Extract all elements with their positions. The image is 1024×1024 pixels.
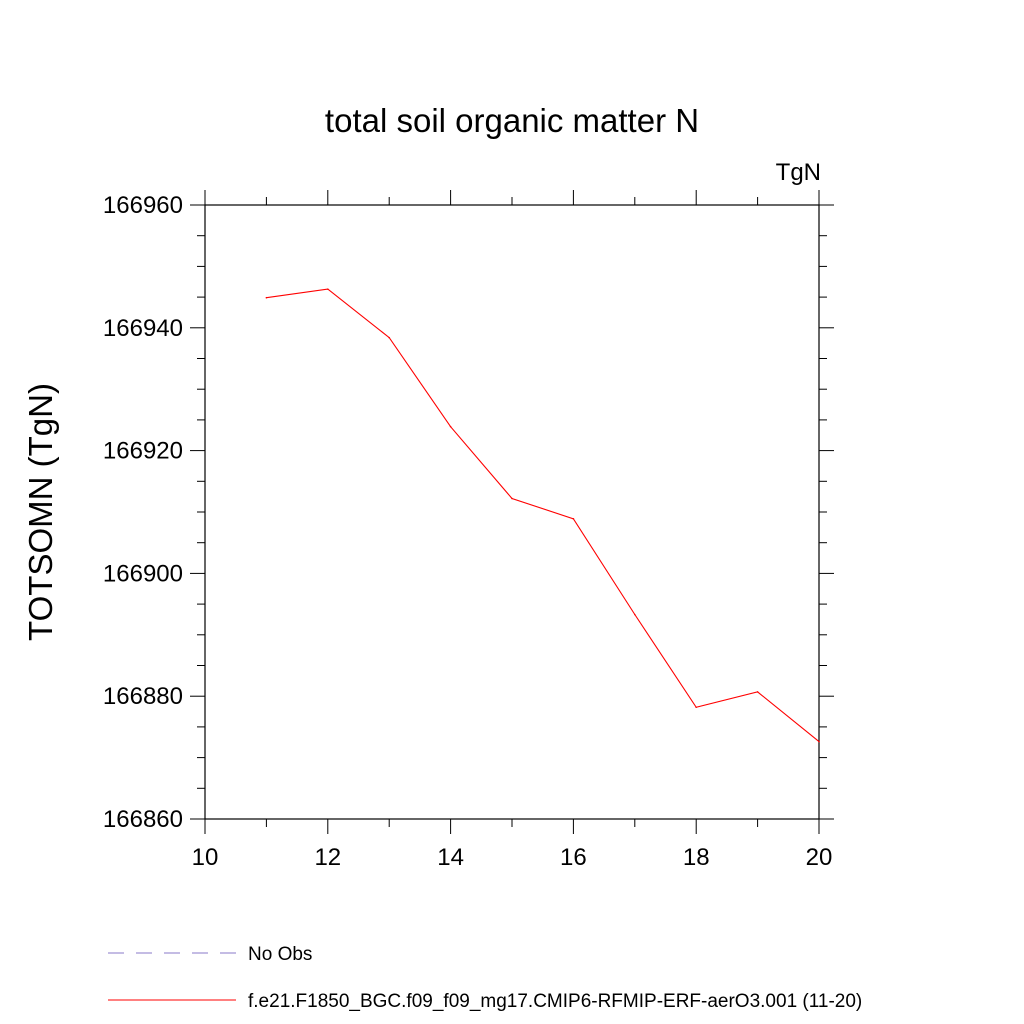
units-label: TgN — [776, 159, 821, 186]
legend-label: No Obs — [248, 944, 312, 965]
y-tick-label: 166860 — [103, 806, 183, 833]
x-tick-label: 12 — [314, 844, 341, 871]
legend: No Obs f.e21.F1850_BGC.f09_f09_mg17.CMIP6… — [108, 944, 862, 1012]
x-tick-label: 16 — [560, 844, 587, 871]
data-point — [756, 691, 759, 693]
data-point — [449, 425, 452, 428]
chart-title: total soil organic matter N — [325, 102, 699, 139]
x-tick-label: 18 — [683, 844, 710, 871]
x-tick-label: 10 — [192, 844, 219, 871]
y-tick-label: 166920 — [103, 438, 183, 465]
data-point — [634, 613, 636, 616]
data-point — [327, 288, 329, 290]
series-line — [266, 288, 820, 743]
data-point — [695, 706, 697, 709]
x-tick-label: 14 — [437, 844, 464, 871]
y-axis-label: TOTSOMN (TgN) — [22, 383, 59, 641]
axis-ticks — [190, 190, 834, 834]
data-point — [572, 517, 575, 520]
y-tick-label: 166900 — [103, 560, 183, 587]
series-layer — [265, 288, 820, 743]
y-tick-label: 166880 — [103, 683, 183, 710]
tick-labels: 10 12 14 16 18 20 166860 166880 166900 166920 1669… — [103, 192, 832, 871]
data-point — [265, 296, 268, 299]
legend-label: f.e21.F1850_BGC.f09_f09_mg17.CMIP6-RFMIP… — [248, 991, 862, 1012]
y-tick-label: 166940 — [103, 315, 183, 342]
plot-frame — [204, 204, 820, 820]
y-tick-label: 166960 — [103, 192, 183, 219]
x-tick-label: 20 — [806, 844, 833, 871]
data-point — [818, 740, 820, 743]
data-point — [511, 497, 513, 500]
data-point — [388, 336, 391, 339]
